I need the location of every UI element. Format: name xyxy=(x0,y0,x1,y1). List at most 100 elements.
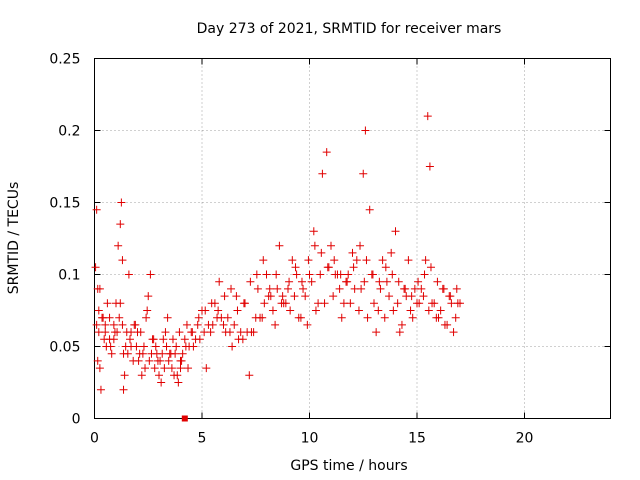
data-point xyxy=(259,256,268,265)
data-point xyxy=(202,364,211,373)
data-point xyxy=(109,320,118,329)
data-point xyxy=(414,277,423,286)
data-point xyxy=(168,335,177,344)
data-point xyxy=(421,256,430,265)
data-point xyxy=(149,335,158,344)
data-point xyxy=(354,306,363,315)
data-point xyxy=(150,364,159,373)
data-point xyxy=(220,292,229,301)
data-point xyxy=(284,284,292,293)
y-tick-label: 0.15 xyxy=(49,196,80,212)
data-point xyxy=(323,263,332,272)
data-point xyxy=(163,313,172,322)
data-point xyxy=(273,284,282,293)
data-point xyxy=(162,342,171,351)
data-point xyxy=(343,277,352,286)
data-point xyxy=(95,364,104,373)
data-point xyxy=(260,299,269,308)
y-tick-label: 0.25 xyxy=(49,52,80,68)
data-point xyxy=(215,277,224,286)
data-point xyxy=(201,306,210,315)
data-point xyxy=(359,169,368,178)
data-point xyxy=(146,270,155,279)
data-point xyxy=(171,349,180,358)
chart-title: Day 273 of 2021, SRMTID for receiver mar… xyxy=(197,21,502,37)
data-point xyxy=(397,320,406,329)
data-point xyxy=(433,277,442,286)
data-point xyxy=(181,342,190,351)
data-point xyxy=(426,263,435,272)
data-point xyxy=(96,385,105,394)
data-point xyxy=(410,284,419,293)
data-point xyxy=(100,335,109,344)
data-point xyxy=(428,299,437,308)
data-point xyxy=(362,256,371,265)
data-point xyxy=(415,299,424,308)
data-point xyxy=(200,328,209,337)
data-point xyxy=(219,320,228,329)
data-point xyxy=(408,313,417,322)
data-point xyxy=(107,349,116,358)
x-tick-label: 15 xyxy=(408,431,426,447)
data-point xyxy=(317,248,326,257)
data-point xyxy=(143,306,152,315)
data-point xyxy=(432,313,441,322)
data-point xyxy=(116,299,125,308)
data-point xyxy=(382,277,391,286)
data-point xyxy=(375,277,384,286)
data-point xyxy=(424,306,433,315)
data-point xyxy=(395,328,404,337)
data-point xyxy=(158,349,167,358)
y-tick-label: 0.2 xyxy=(58,124,80,140)
data-point xyxy=(376,284,385,293)
data-point xyxy=(221,328,230,337)
data-point xyxy=(204,320,213,329)
data-point xyxy=(271,320,280,329)
data-point xyxy=(227,284,236,293)
data-point xyxy=(246,277,255,286)
data-point xyxy=(124,270,133,279)
data-point xyxy=(233,306,242,315)
data-point xyxy=(305,270,314,279)
data-point xyxy=(363,313,372,322)
data-point xyxy=(142,313,151,322)
data-point xyxy=(419,292,428,301)
data-point xyxy=(92,205,101,214)
data-point xyxy=(394,277,403,286)
data-point xyxy=(130,320,139,329)
data-point xyxy=(174,378,183,387)
data-point xyxy=(407,292,416,301)
x-tick-label: 0 xyxy=(90,431,99,447)
x-axis-label: GPS time / hours xyxy=(290,458,407,474)
data-point xyxy=(297,277,306,286)
data-point xyxy=(350,284,359,293)
data-point xyxy=(303,320,312,329)
data-point xyxy=(262,270,271,279)
data-point xyxy=(268,306,277,315)
data-point xyxy=(136,328,145,337)
data-point xyxy=(194,313,203,322)
data-point xyxy=(177,356,186,365)
data-point xyxy=(346,299,355,308)
data-point xyxy=(361,126,370,135)
data-point xyxy=(256,313,265,322)
data-point xyxy=(307,277,316,286)
data-point xyxy=(451,313,460,322)
data-point xyxy=(299,284,308,293)
data-point xyxy=(105,313,114,322)
data-point xyxy=(327,241,335,250)
data-point xyxy=(95,284,104,293)
data-point xyxy=(138,349,147,358)
data-point xyxy=(125,335,134,344)
square-point xyxy=(181,415,188,422)
data-point xyxy=(336,270,345,279)
data-point xyxy=(404,256,413,265)
data-point xyxy=(114,241,123,250)
data-point xyxy=(370,299,378,308)
data-point xyxy=(330,256,339,265)
data-point xyxy=(132,342,141,351)
data-point xyxy=(214,306,223,315)
data-point xyxy=(92,320,101,329)
data-point xyxy=(253,284,262,293)
